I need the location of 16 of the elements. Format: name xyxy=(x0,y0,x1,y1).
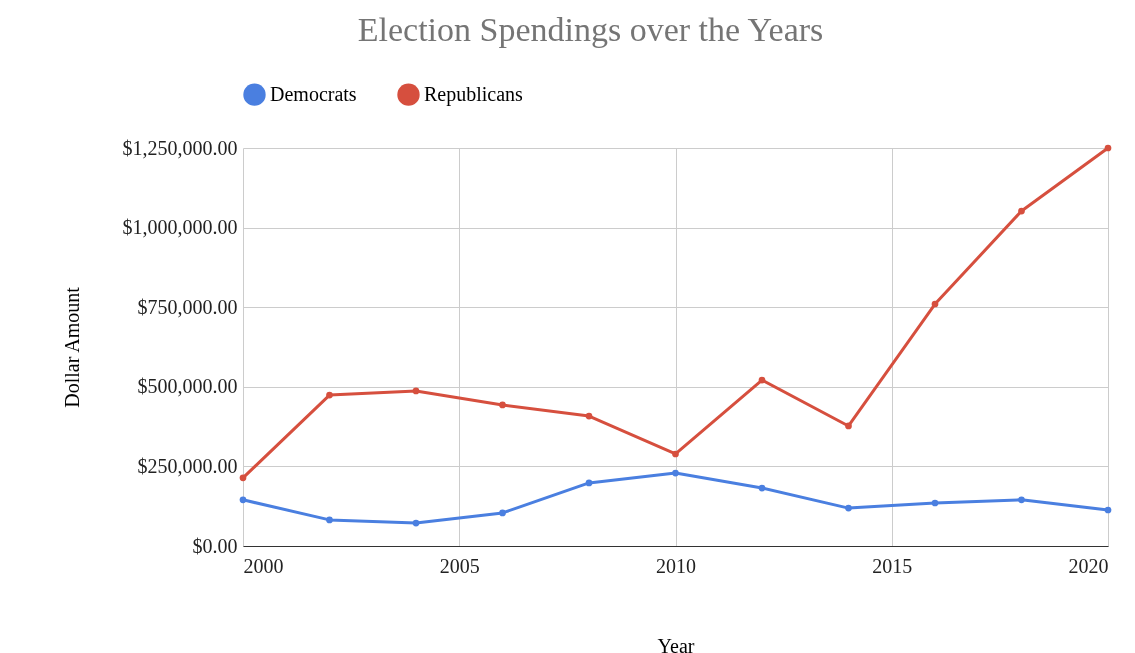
y-tick-label: $500,000.00 xyxy=(137,375,238,398)
x-axis-title: Year xyxy=(657,634,695,653)
x-tick-label: 2020 xyxy=(1068,554,1109,577)
x-tick-label: 2000 xyxy=(243,554,284,577)
y-tick-label: $1,000,000.00 xyxy=(122,216,238,239)
y-tick-label: $1,250,000.00 xyxy=(122,136,238,159)
y-axis-title: Dollar Amount xyxy=(60,286,83,408)
chart-title: Election Spendings over the Years xyxy=(357,11,824,48)
y-tick-label: $0.00 xyxy=(192,534,238,557)
legend-label: Republicans xyxy=(424,82,524,106)
x-tick-label: 2005 xyxy=(439,554,480,577)
legend-label: Democrats xyxy=(270,82,357,105)
x-tick-label: 2010 xyxy=(656,554,696,577)
y-tick-label: $250,000.00 xyxy=(137,454,238,477)
x-tick-label: 2015 xyxy=(872,554,913,577)
y-tick-label: $750,000.00 xyxy=(137,295,238,318)
